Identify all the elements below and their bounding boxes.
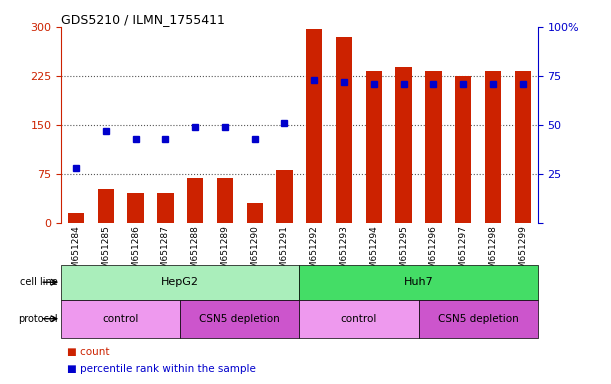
Bar bbox=[180, 300, 299, 338]
Bar bbox=[425, 71, 442, 223]
Bar bbox=[299, 265, 538, 300]
Bar bbox=[306, 30, 323, 223]
Text: GSM651284: GSM651284 bbox=[71, 225, 81, 280]
Text: CSN5 depletion: CSN5 depletion bbox=[199, 314, 280, 324]
Text: GSM651285: GSM651285 bbox=[101, 225, 110, 280]
Text: GSM651291: GSM651291 bbox=[280, 225, 289, 280]
Text: GSM651290: GSM651290 bbox=[251, 225, 259, 280]
Text: GDS5210 / ILMN_1755411: GDS5210 / ILMN_1755411 bbox=[61, 13, 225, 26]
Bar bbox=[365, 71, 382, 223]
Bar bbox=[419, 300, 538, 338]
Text: HepG2: HepG2 bbox=[161, 277, 199, 287]
Bar bbox=[68, 213, 84, 223]
Text: control: control bbox=[103, 314, 139, 324]
Text: control: control bbox=[341, 314, 377, 324]
Text: GSM651299: GSM651299 bbox=[518, 225, 527, 280]
Bar bbox=[98, 189, 114, 223]
Bar bbox=[395, 67, 412, 223]
Text: GSM651288: GSM651288 bbox=[191, 225, 200, 280]
Text: GSM651293: GSM651293 bbox=[340, 225, 348, 280]
Text: GSM651287: GSM651287 bbox=[161, 225, 170, 280]
Text: protocol: protocol bbox=[18, 314, 58, 324]
Bar bbox=[61, 300, 180, 338]
Text: Huh7: Huh7 bbox=[404, 277, 433, 287]
Bar bbox=[246, 203, 263, 223]
Text: GSM651297: GSM651297 bbox=[459, 225, 467, 280]
Text: cell line: cell line bbox=[20, 277, 58, 287]
Bar bbox=[187, 178, 203, 223]
Bar bbox=[336, 37, 353, 223]
Bar bbox=[217, 178, 233, 223]
Bar bbox=[61, 265, 299, 300]
Text: ■ percentile rank within the sample: ■ percentile rank within the sample bbox=[67, 364, 256, 374]
Text: GSM651295: GSM651295 bbox=[399, 225, 408, 280]
Text: GSM651296: GSM651296 bbox=[429, 225, 438, 280]
Text: GSM651298: GSM651298 bbox=[489, 225, 497, 280]
Bar bbox=[455, 76, 472, 223]
Text: GSM651294: GSM651294 bbox=[370, 225, 378, 280]
Text: ■ count: ■ count bbox=[67, 347, 110, 357]
Bar bbox=[299, 300, 419, 338]
Bar bbox=[127, 194, 144, 223]
Bar bbox=[485, 71, 501, 223]
Text: CSN5 depletion: CSN5 depletion bbox=[437, 314, 519, 324]
Bar bbox=[276, 170, 293, 223]
Bar bbox=[514, 71, 531, 223]
Bar bbox=[157, 194, 174, 223]
Text: GSM651289: GSM651289 bbox=[221, 225, 229, 280]
Text: GSM651286: GSM651286 bbox=[131, 225, 140, 280]
Text: GSM651292: GSM651292 bbox=[310, 225, 319, 280]
